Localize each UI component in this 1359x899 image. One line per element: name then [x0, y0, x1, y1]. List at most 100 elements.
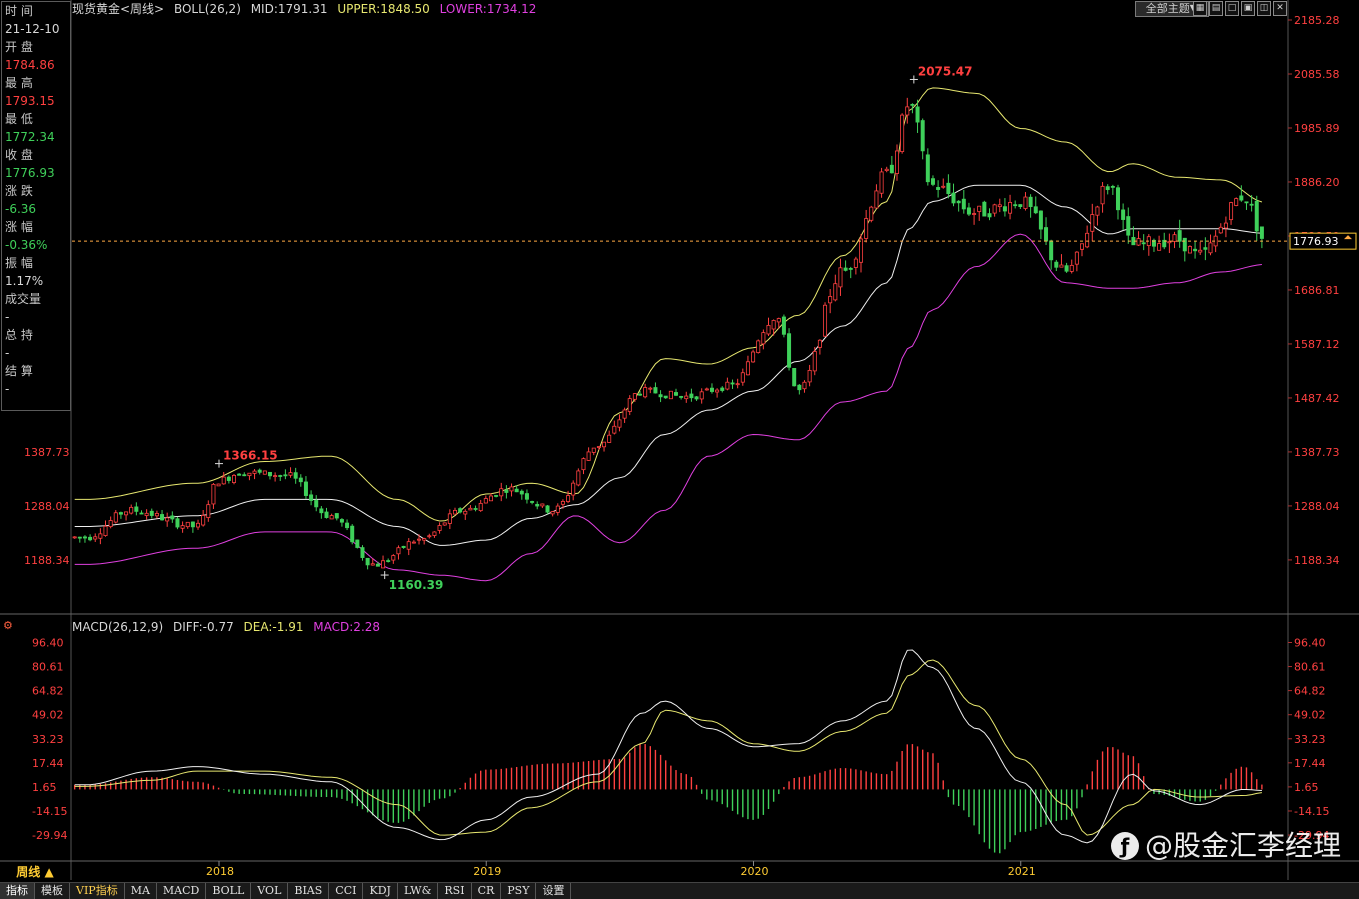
tab-boll[interactable]: BOLL — [206, 883, 252, 899]
candle-body — [329, 515, 334, 520]
candle-body — [828, 296, 833, 304]
candle-body — [607, 434, 612, 443]
change-value: -6.36 — [5, 202, 37, 216]
price-tick-label: 1288.04 — [1294, 500, 1340, 513]
symbol-title[interactable]: 现货黄金<周线> — [72, 2, 165, 16]
candle-body — [668, 390, 673, 400]
candle-body — [709, 387, 714, 392]
candle-body — [936, 187, 941, 190]
theme-dropdown[interactable]: 全部主题▼ — [1135, 1, 1209, 17]
low-value: 1772.34 — [5, 130, 55, 144]
candle-body — [910, 103, 915, 106]
tab-indicators[interactable]: 指标 — [0, 883, 35, 899]
candle-body — [170, 515, 175, 520]
candle-body — [447, 513, 452, 524]
candle-body — [355, 539, 360, 548]
candle-body — [1136, 238, 1141, 246]
candle-body — [216, 483, 221, 487]
candle-body — [1023, 196, 1028, 209]
candle-body — [535, 503, 540, 507]
candle-body — [201, 515, 206, 526]
volume-label: 成交量 — [5, 292, 42, 306]
window-icon[interactable]: □ — [1225, 1, 1239, 16]
price-tick-label-left: 1288.04 — [24, 500, 70, 513]
tab-lw[interactable]: LW& — [398, 883, 439, 899]
candle-body — [1085, 232, 1090, 248]
macd-tick-label: -29.94 — [1294, 829, 1329, 842]
candle-body — [853, 258, 858, 268]
amplitude-value: 1.17% — [5, 274, 44, 288]
tab-kdj[interactable]: KDJ — [363, 883, 398, 899]
candle-body — [622, 409, 627, 419]
candle-body — [1151, 239, 1156, 247]
tab-ma[interactable]: MA — [125, 883, 157, 899]
candle-body — [1090, 214, 1095, 232]
candle-body — [951, 192, 956, 204]
tab-macd[interactable]: MACD — [157, 883, 207, 899]
candle-body — [1193, 248, 1198, 252]
maximize-icon[interactable]: ◫ — [1257, 1, 1271, 16]
main-chart-header: 现货黄金<周线> BOLL(26,2) MID:1791.31 UPPER:18… — [72, 0, 542, 18]
candle-body — [1044, 227, 1049, 242]
price-tick-label: 2085.58 — [1294, 68, 1340, 81]
price-tick-label: 1487.42 — [1294, 392, 1340, 405]
tab-rsi[interactable]: RSI — [438, 883, 472, 899]
boll-indicator-name[interactable]: BOLL(26,2) — [173, 2, 241, 16]
candle-body — [1254, 200, 1259, 232]
candle-body — [725, 381, 730, 390]
macd-lines — [74, 649, 1262, 844]
tab-vol[interactable]: VOL — [251, 883, 289, 899]
candle-body — [874, 190, 879, 209]
last-price-arrow-icon — [1344, 235, 1352, 240]
candle-body — [1259, 226, 1264, 239]
tab-bias[interactable]: BIAS — [288, 883, 330, 899]
open-value: 1784.86 — [5, 58, 55, 72]
settings-gear-icon[interactable]: ⚙ — [3, 619, 13, 632]
candle-body — [740, 372, 745, 383]
time-axis: 2018 2019 2020 2021 — [206, 861, 1036, 878]
candle-body — [72, 536, 77, 539]
close-label: 收 盘 — [5, 148, 33, 162]
candlestick-series — [72, 97, 1264, 570]
period-selector[interactable]: 周线 ▲ — [16, 865, 54, 879]
restore-icon[interactable]: ▣ — [1241, 1, 1255, 16]
tab-vip-indicators[interactable]: VIP指标 — [70, 883, 125, 899]
change-pct-value: -0.36% — [5, 238, 48, 252]
candle-body — [319, 508, 324, 514]
close-icon[interactable]: ✕ — [1273, 1, 1287, 16]
tab-cr[interactable]: CR — [472, 883, 502, 899]
annotation-label: 2075.47 — [918, 64, 973, 78]
candle-body — [196, 522, 201, 528]
candle-body — [1223, 222, 1228, 229]
candle-body — [144, 512, 149, 516]
candle-body — [941, 185, 946, 188]
tab-cci[interactable]: CCI — [329, 883, 364, 899]
candle-body — [134, 506, 139, 512]
candle-body — [1080, 243, 1085, 250]
price-tick-label-left: 1188.34 — [24, 554, 70, 567]
candle-body — [298, 477, 303, 483]
candle-body — [165, 517, 170, 522]
layout-icon[interactable]: ▤ — [1209, 1, 1223, 16]
open-label: 开 盘 — [5, 40, 33, 54]
tab-templates[interactable]: 模板 — [35, 883, 70, 899]
candle-body — [900, 114, 905, 152]
tab-psy[interactable]: PSY — [501, 883, 537, 899]
time-tick-label: 2020 — [740, 865, 768, 878]
candle-body — [360, 547, 365, 558]
candle-body — [1234, 198, 1239, 206]
tab-settings[interactable]: 设置 — [536, 883, 572, 899]
candle-body — [206, 504, 211, 518]
candle-body — [1162, 239, 1167, 248]
candle-body — [1115, 187, 1120, 211]
candle-body — [781, 316, 786, 335]
candle-body — [1064, 265, 1069, 272]
candle-body — [175, 518, 180, 528]
candle-body — [406, 541, 411, 550]
macd-indicator-name[interactable]: MACD(26,12,9) — [72, 620, 164, 634]
candle-body — [627, 398, 632, 412]
candle-body — [889, 164, 894, 174]
candle-body — [1172, 234, 1177, 242]
grid-icon[interactable]: ▦ — [1193, 1, 1207, 16]
